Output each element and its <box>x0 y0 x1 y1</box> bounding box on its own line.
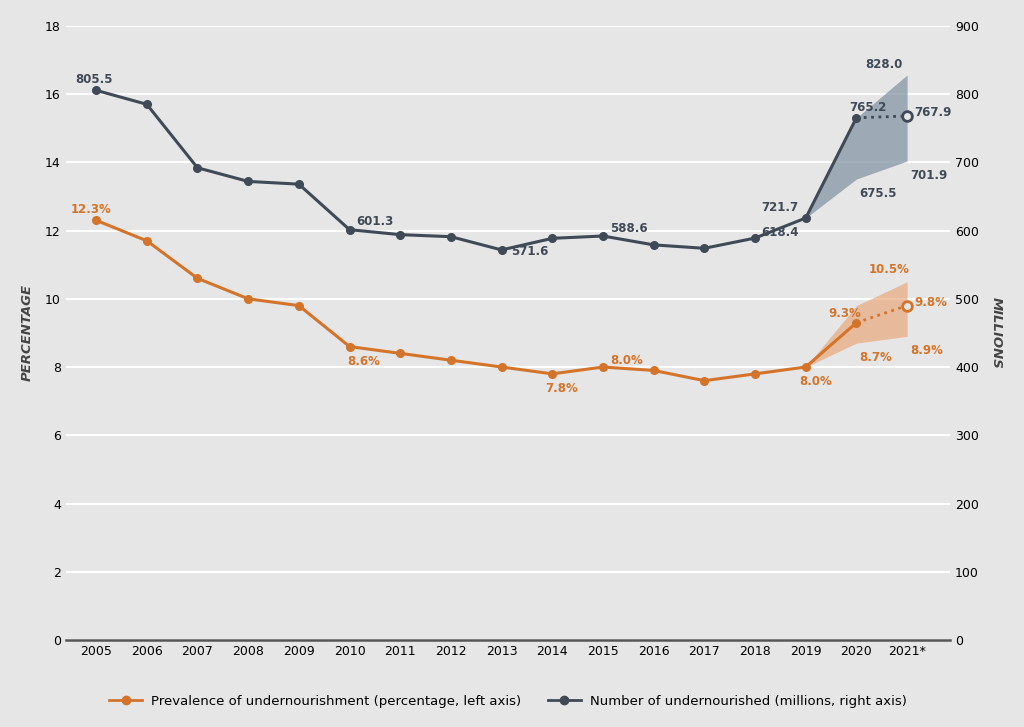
Text: 8.0%: 8.0% <box>799 375 831 388</box>
Text: 12.3%: 12.3% <box>71 204 112 217</box>
Text: 9.3%: 9.3% <box>828 307 861 320</box>
Text: 9.8%: 9.8% <box>914 296 947 309</box>
Text: 8.9%: 8.9% <box>910 345 943 358</box>
Text: 767.9: 767.9 <box>914 106 951 119</box>
Legend: Prevalence of undernourishment (percentage, left axis), Number of undernourished: Prevalence of undernourishment (percenta… <box>103 690 912 713</box>
Text: 7.8%: 7.8% <box>546 382 579 395</box>
Text: 571.6: 571.6 <box>511 245 548 258</box>
Text: 805.5: 805.5 <box>75 73 113 87</box>
Text: 675.5: 675.5 <box>859 187 897 200</box>
Text: 828.0: 828.0 <box>865 58 903 71</box>
Text: 618.4: 618.4 <box>761 226 799 239</box>
Y-axis label: MILLIONS: MILLIONS <box>990 297 1004 369</box>
Text: 701.9: 701.9 <box>910 169 947 182</box>
Text: 601.3: 601.3 <box>356 215 394 228</box>
Text: 721.7: 721.7 <box>761 201 799 214</box>
Y-axis label: PERCENTAGE: PERCENTAGE <box>20 284 34 382</box>
Text: 8.6%: 8.6% <box>347 355 380 368</box>
Text: 10.5%: 10.5% <box>868 263 909 276</box>
Text: 8.7%: 8.7% <box>859 351 892 364</box>
Text: 765.2: 765.2 <box>850 101 887 114</box>
Text: 588.6: 588.6 <box>610 222 647 235</box>
Text: 8.0%: 8.0% <box>610 354 643 367</box>
